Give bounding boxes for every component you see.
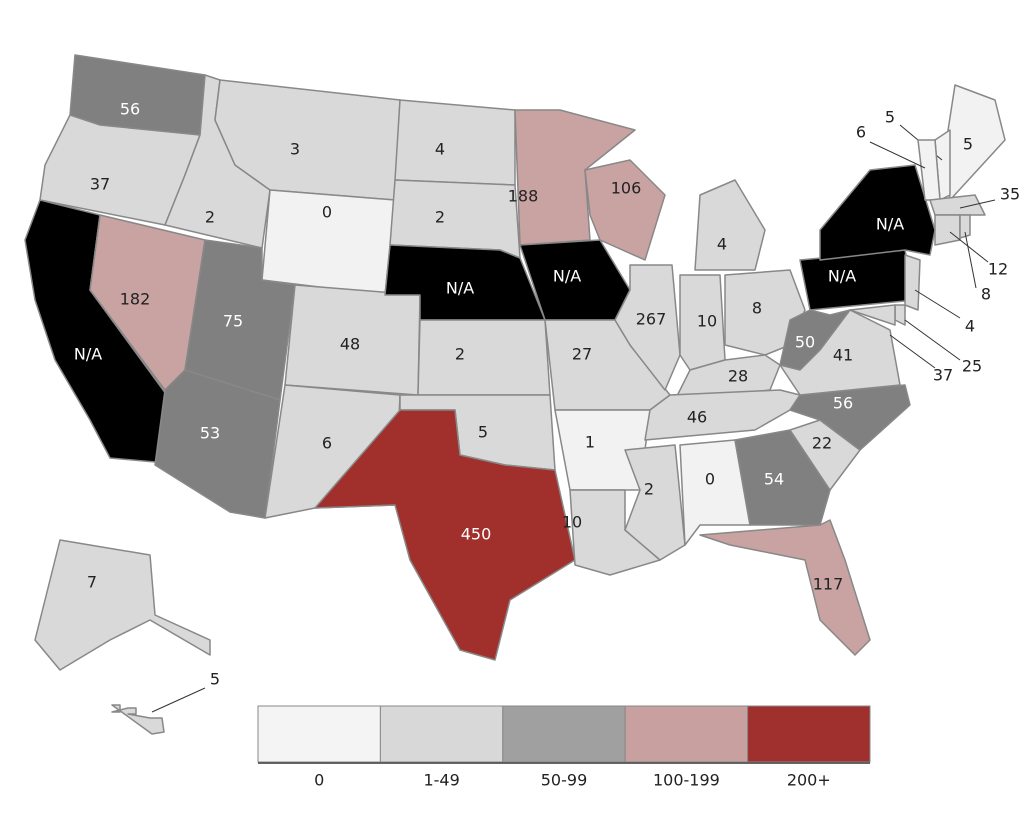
state [699,519,871,656]
state-value: 5 [885,108,895,127]
state [904,254,921,311]
state-value: 6 [856,123,866,142]
state-value: 10 [562,513,582,532]
state-value: 188 [508,187,539,206]
state [614,264,681,391]
callout-line [889,334,936,369]
state-value: 8 [981,285,991,304]
state [934,214,961,246]
state-value: 8 [752,299,762,318]
callout-line [904,319,961,361]
state-value: 1 [585,433,595,452]
state-value: 37 [933,366,953,385]
state-value: 41 [833,346,853,365]
state-value: 46 [687,408,707,427]
state-value: 50 [795,333,815,352]
state-value: 267 [636,310,667,329]
state [819,164,936,261]
state [34,539,211,671]
state-value: 2 [644,480,654,499]
state [154,369,281,519]
state-value: 2 [205,208,215,227]
state-value: 2 [455,345,465,364]
state-value: 182 [120,290,151,309]
state-value: 25 [962,357,982,376]
state [417,319,551,396]
state-value: 35 [1000,185,1020,204]
state-value: N/A [876,215,904,234]
state-value: 22 [812,434,832,453]
state-value: 56 [120,100,140,119]
state-value: 4 [717,235,727,254]
state-value: 12 [988,260,1008,279]
state [314,409,576,661]
state-value: 53 [200,424,220,443]
callout-line [959,199,996,209]
state-value: 3 [290,140,300,159]
state-value: 37 [90,175,110,194]
state-value: 27 [572,345,592,364]
state [111,704,165,735]
state [734,429,831,526]
callout-line [914,289,961,319]
state-value: 5 [478,423,488,442]
callout-line [151,687,206,713]
state [624,444,686,561]
state-value: 6 [322,434,332,453]
state [644,389,801,441]
state [929,194,986,216]
state [959,214,971,239]
legend-label: 0 [314,771,324,790]
legend-swatch [624,705,749,763]
state [694,179,766,271]
state-value: 7 [87,573,97,592]
state [849,304,896,326]
legend-swatch [379,705,504,763]
state-value: N/A [828,267,856,286]
state-value: 4 [435,140,445,159]
callout-line [964,231,977,289]
state-value: 28 [728,367,748,386]
state-value: 2 [435,208,445,227]
callout-line [869,141,926,169]
state-value: 4 [965,317,975,336]
state-value: 106 [611,179,642,198]
state-value: 48 [340,335,360,354]
state [799,249,916,311]
state-value: 5 [963,135,973,154]
state-value: N/A [74,345,102,364]
legend-label: 200+ [787,771,831,790]
state-value: 5 [210,670,220,689]
state-value: 10 [697,312,717,331]
legend-swatch [747,705,871,763]
state [944,84,1006,201]
state [584,159,666,261]
state [679,439,751,546]
state [894,304,906,326]
state-value: 0 [322,203,332,222]
legend-label: 100-199 [653,771,720,790]
state-value: 75 [223,312,243,331]
legend-label: 50-99 [541,771,588,790]
state-value: 450 [461,525,492,544]
state-value: 54 [764,470,784,489]
state-value: 56 [833,394,853,413]
state-value: N/A [446,279,474,298]
state [779,309,851,371]
state [394,99,516,186]
state-value: 117 [813,575,844,594]
legend-swatch [502,705,626,763]
legend-label: 1-49 [423,771,459,790]
state-value: N/A [553,267,581,286]
state-value: 0 [705,470,715,489]
callout-line [949,231,989,263]
legend-swatch [257,705,381,763]
